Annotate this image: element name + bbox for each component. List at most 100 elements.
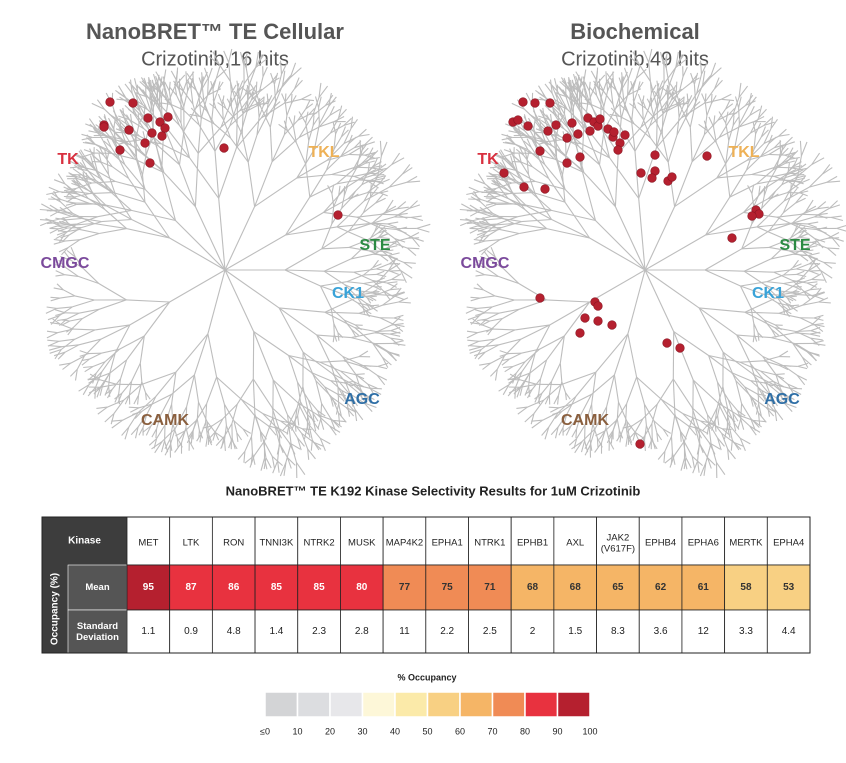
tree-branch bbox=[131, 85, 138, 98]
tree-branch bbox=[490, 368, 498, 377]
tree-branch bbox=[196, 402, 200, 420]
tree-branch bbox=[537, 392, 543, 404]
tree-branch bbox=[538, 115, 550, 121]
tree-branch bbox=[704, 248, 743, 271]
tree-branch bbox=[738, 106, 750, 125]
tree-branch bbox=[191, 78, 197, 90]
tree-branch bbox=[363, 186, 390, 202]
tree-branch bbox=[265, 103, 269, 118]
tree-branch bbox=[706, 103, 712, 116]
tree-branch bbox=[673, 331, 709, 356]
tree-branch bbox=[725, 140, 730, 165]
tree-branch bbox=[789, 304, 799, 307]
tree-branch bbox=[741, 230, 770, 250]
tree-branch bbox=[244, 99, 252, 113]
tree-branch bbox=[736, 414, 751, 427]
tree-branch bbox=[338, 412, 347, 423]
hit-dot bbox=[650, 150, 660, 160]
group-label: TKL bbox=[728, 144, 759, 161]
tree-branch bbox=[683, 457, 687, 470]
tree-branch bbox=[761, 147, 775, 157]
tree-branch bbox=[575, 76, 581, 89]
tree-branch bbox=[616, 402, 620, 420]
hit-dot bbox=[124, 125, 134, 135]
tree-branch bbox=[725, 122, 730, 141]
tree-branch bbox=[296, 462, 306, 476]
tree-branch bbox=[374, 332, 390, 335]
tree-branch bbox=[366, 231, 376, 245]
tree-branch bbox=[80, 149, 87, 160]
tree-branch bbox=[70, 355, 85, 364]
tree-branch bbox=[387, 221, 399, 225]
tree-branch bbox=[372, 222, 388, 225]
tree-branch bbox=[198, 97, 202, 119]
tree-branch bbox=[388, 173, 403, 188]
hit-dot bbox=[545, 98, 555, 108]
tree-branch bbox=[63, 186, 74, 192]
tree-branch bbox=[341, 195, 345, 209]
tree-branch bbox=[92, 164, 101, 179]
tree-branch bbox=[341, 198, 351, 209]
tree-branch bbox=[554, 426, 559, 439]
tree-branch bbox=[243, 67, 256, 85]
tree-branch bbox=[551, 209, 596, 222]
tree-branch bbox=[226, 98, 232, 107]
tree-branch bbox=[627, 333, 638, 378]
tree-branch bbox=[739, 361, 761, 372]
tree-branch bbox=[806, 282, 817, 288]
tree-branch bbox=[557, 395, 560, 405]
tree-branch bbox=[738, 107, 740, 124]
tree-branch bbox=[262, 98, 270, 107]
tree-branch bbox=[722, 351, 753, 375]
tree-branch bbox=[302, 386, 309, 410]
tree-branch bbox=[308, 424, 313, 441]
tree-branch bbox=[180, 427, 187, 443]
tree-branch bbox=[78, 150, 86, 160]
tree-branch bbox=[799, 190, 809, 194]
tree-branch bbox=[378, 229, 387, 234]
tree-branch bbox=[316, 414, 331, 427]
tree-branch bbox=[104, 130, 117, 145]
tree-branch bbox=[553, 395, 559, 405]
tree-branch bbox=[469, 224, 481, 229]
tree-branch bbox=[272, 417, 280, 444]
tree-branch bbox=[524, 209, 547, 230]
tree-branch bbox=[308, 423, 321, 439]
tree-branch bbox=[215, 418, 224, 432]
tree-branch bbox=[331, 373, 349, 394]
tree-branch bbox=[287, 457, 296, 466]
tree-branch bbox=[466, 306, 477, 309]
tree-branch bbox=[486, 312, 500, 320]
tree-branch bbox=[255, 58, 267, 69]
tree-branch bbox=[594, 74, 606, 87]
tree-branch bbox=[305, 111, 309, 124]
tree-branch bbox=[53, 210, 72, 217]
tree-branch bbox=[562, 414, 568, 428]
tree-branch bbox=[382, 295, 396, 306]
tree-branch bbox=[137, 381, 143, 396]
tree-branch bbox=[63, 289, 76, 297]
tree-branch bbox=[809, 270, 819, 275]
tree-branch bbox=[371, 222, 398, 230]
tree-branch bbox=[800, 254, 809, 262]
tree-branch bbox=[626, 376, 638, 404]
tree-branch bbox=[91, 180, 116, 184]
tree-branch bbox=[479, 318, 487, 327]
tree-branch bbox=[398, 301, 411, 304]
sd-value: 11 bbox=[399, 626, 410, 637]
tree-branch bbox=[141, 155, 147, 175]
tree-branch bbox=[477, 318, 487, 322]
tree-branch bbox=[256, 117, 267, 136]
tree-branch bbox=[302, 351, 317, 382]
tree-branch bbox=[626, 110, 635, 124]
tree-branch bbox=[637, 102, 647, 109]
tree-branch bbox=[780, 147, 789, 157]
tree-branch bbox=[313, 422, 317, 432]
tree-branch bbox=[276, 443, 281, 455]
tree-branch bbox=[534, 180, 566, 190]
tree-branch bbox=[220, 439, 226, 450]
tree-branch bbox=[752, 334, 755, 343]
tree-branch bbox=[214, 431, 224, 439]
tree-branch bbox=[531, 419, 543, 429]
tree-branch bbox=[282, 75, 292, 86]
